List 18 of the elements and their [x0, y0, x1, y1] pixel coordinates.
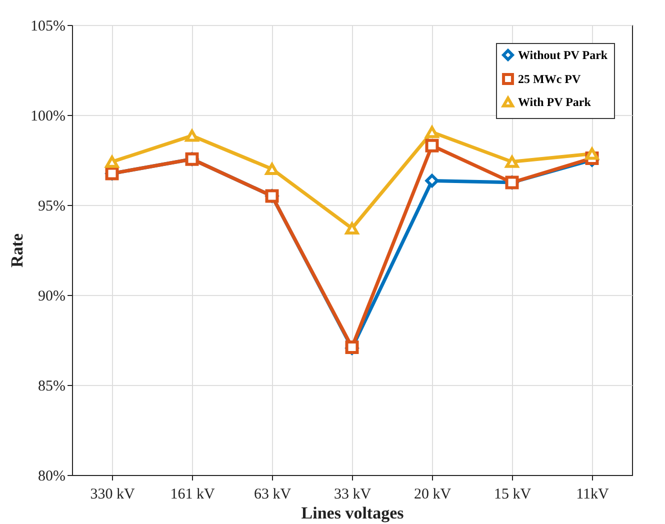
y-tick-label: 100%	[30, 108, 66, 124]
y-tick-label: 85%	[38, 378, 66, 394]
x-tick-label: 161 kV	[170, 486, 215, 502]
x-tick-label: 33 kV	[334, 486, 372, 502]
y-tick-label: 80%	[38, 468, 66, 484]
y-tick-label: 95%	[38, 198, 66, 214]
x-tick-label: 15 kV	[494, 486, 532, 502]
x-tick-label: 63 kV	[254, 486, 292, 502]
legend-label: Without PV Park	[518, 48, 608, 62]
x-tick-label: 330 kV	[90, 486, 135, 502]
legend-label: 25 MWc PV	[518, 72, 581, 86]
y-tick-label: 105%	[30, 18, 66, 34]
y-axis-title: Rate	[8, 233, 27, 268]
y-tick-label: 90%	[38, 288, 66, 304]
x-tick-label: 11kV	[576, 486, 610, 502]
x-tick-label: 20 kV	[414, 486, 452, 502]
x-axis-title: Lines voltages	[301, 504, 404, 522]
legend-label: With PV Park	[518, 95, 592, 109]
